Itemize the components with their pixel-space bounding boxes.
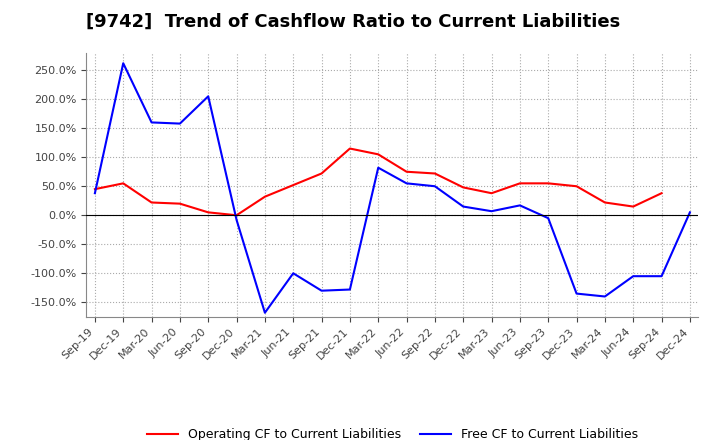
- Operating CF to Current Liabilities: [289, 183, 297, 188]
- Operating CF to Current Liabilities: [600, 200, 609, 205]
- Operating CF to Current Liabilities: [374, 152, 382, 157]
- Free CF to Current Liabilities: [204, 94, 212, 99]
- Free CF to Current Liabilities: [233, 217, 241, 223]
- Operating CF to Current Liabilities: [544, 181, 552, 186]
- Free CF to Current Liabilities: [657, 274, 666, 279]
- Operating CF to Current Liabilities: [516, 181, 524, 186]
- Free CF to Current Liabilities: [487, 209, 496, 214]
- Operating CF to Current Liabilities: [233, 213, 241, 218]
- Operating CF to Current Liabilities: [431, 171, 439, 176]
- Free CF to Current Liabilities: [346, 287, 354, 292]
- Operating CF to Current Liabilities: [346, 146, 354, 151]
- Free CF to Current Liabilities: [459, 204, 467, 209]
- Free CF to Current Liabilities: [402, 181, 411, 186]
- Operating CF to Current Liabilities: [629, 204, 637, 209]
- Free CF to Current Liabilities: [629, 274, 637, 279]
- Operating CF to Current Liabilities: [261, 194, 269, 199]
- Operating CF to Current Liabilities: [204, 210, 212, 215]
- Operating CF to Current Liabilities: [459, 185, 467, 190]
- Free CF to Current Liabilities: [318, 288, 326, 293]
- Line: Operating CF to Current Liabilities: Operating CF to Current Liabilities: [95, 149, 662, 215]
- Free CF to Current Liabilities: [685, 210, 694, 215]
- Operating CF to Current Liabilities: [318, 171, 326, 176]
- Free CF to Current Liabilities: [544, 216, 552, 221]
- Free CF to Current Liabilities: [261, 310, 269, 315]
- Legend: Operating CF to Current Liabilities, Free CF to Current Liabilities: Operating CF to Current Liabilities, Fre…: [142, 423, 643, 440]
- Operating CF to Current Liabilities: [657, 191, 666, 196]
- Line: Free CF to Current Liabilities: Free CF to Current Liabilities: [95, 63, 690, 313]
- Operating CF to Current Liabilities: [148, 200, 156, 205]
- Free CF to Current Liabilities: [289, 271, 297, 276]
- Operating CF to Current Liabilities: [119, 181, 127, 186]
- Operating CF to Current Liabilities: [572, 183, 581, 189]
- Free CF to Current Liabilities: [374, 165, 382, 170]
- Free CF to Current Liabilities: [600, 294, 609, 299]
- Operating CF to Current Liabilities: [487, 191, 496, 196]
- Free CF to Current Liabilities: [119, 61, 127, 66]
- Operating CF to Current Liabilities: [176, 201, 184, 206]
- Free CF to Current Liabilities: [431, 183, 439, 189]
- Free CF to Current Liabilities: [572, 291, 581, 296]
- Free CF to Current Liabilities: [516, 203, 524, 208]
- Text: [9742]  Trend of Cashflow Ratio to Current Liabilities: [9742] Trend of Cashflow Ratio to Curren…: [86, 13, 621, 31]
- Free CF to Current Liabilities: [148, 120, 156, 125]
- Operating CF to Current Liabilities: [91, 187, 99, 192]
- Free CF to Current Liabilities: [91, 191, 99, 196]
- Operating CF to Current Liabilities: [402, 169, 411, 174]
- Free CF to Current Liabilities: [176, 121, 184, 126]
